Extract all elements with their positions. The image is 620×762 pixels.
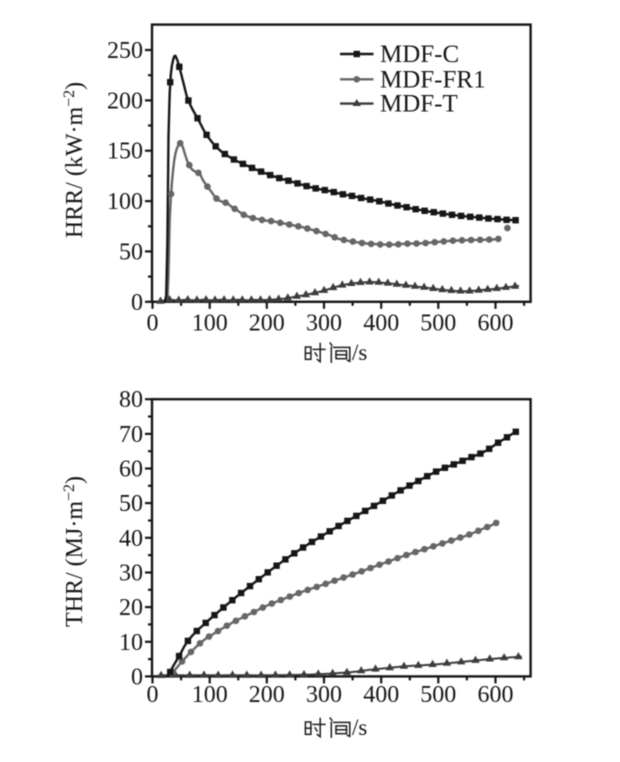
- svg-text:30: 30: [119, 561, 143, 587]
- svg-text:10: 10: [119, 630, 143, 656]
- svg-text:300: 300: [306, 311, 342, 337]
- svg-text:0: 0: [131, 290, 143, 316]
- svg-text:400: 400: [363, 311, 399, 337]
- svg-text:100: 100: [192, 311, 228, 337]
- svg-text:0: 0: [131, 664, 143, 690]
- svg-text:40: 40: [119, 526, 143, 552]
- svg-text:600: 600: [478, 311, 514, 337]
- svg-text:100: 100: [107, 189, 143, 215]
- svg-text:MDF-FR1: MDF-FR1: [380, 66, 486, 93]
- svg-text:100: 100: [192, 682, 228, 708]
- svg-text:200: 200: [249, 682, 285, 708]
- svg-text:80: 80: [119, 387, 143, 413]
- svg-text:60: 60: [119, 457, 143, 483]
- svg-text:0: 0: [147, 311, 159, 337]
- svg-text:70: 70: [119, 422, 143, 448]
- svg-text:THR/ (MJ·m−2): THR/ (MJ·m−2): [61, 476, 88, 627]
- svg-text:/s: /s: [352, 340, 367, 365]
- svg-text:150: 150: [107, 139, 143, 165]
- svg-text:300: 300: [306, 682, 342, 708]
- svg-text:50: 50: [119, 239, 143, 265]
- svg-text:MDF-C: MDF-C: [380, 41, 459, 68]
- svg-text:20: 20: [119, 595, 143, 621]
- svg-text:500: 500: [420, 682, 456, 708]
- svg-text:MDF-T: MDF-T: [380, 91, 458, 118]
- svg-text:HRR/ (kW·m−2): HRR/ (kW·m−2): [61, 82, 88, 238]
- svg-text:0: 0: [147, 682, 159, 708]
- svg-text:/s: /s: [352, 715, 367, 740]
- svg-text:500: 500: [420, 311, 456, 337]
- svg-text:200: 200: [107, 88, 143, 114]
- svg-text:400: 400: [363, 682, 399, 708]
- svg-text:250: 250: [107, 38, 143, 64]
- svg-text:200: 200: [249, 311, 285, 337]
- svg-text:50: 50: [119, 491, 143, 517]
- svg-text:600: 600: [478, 682, 514, 708]
